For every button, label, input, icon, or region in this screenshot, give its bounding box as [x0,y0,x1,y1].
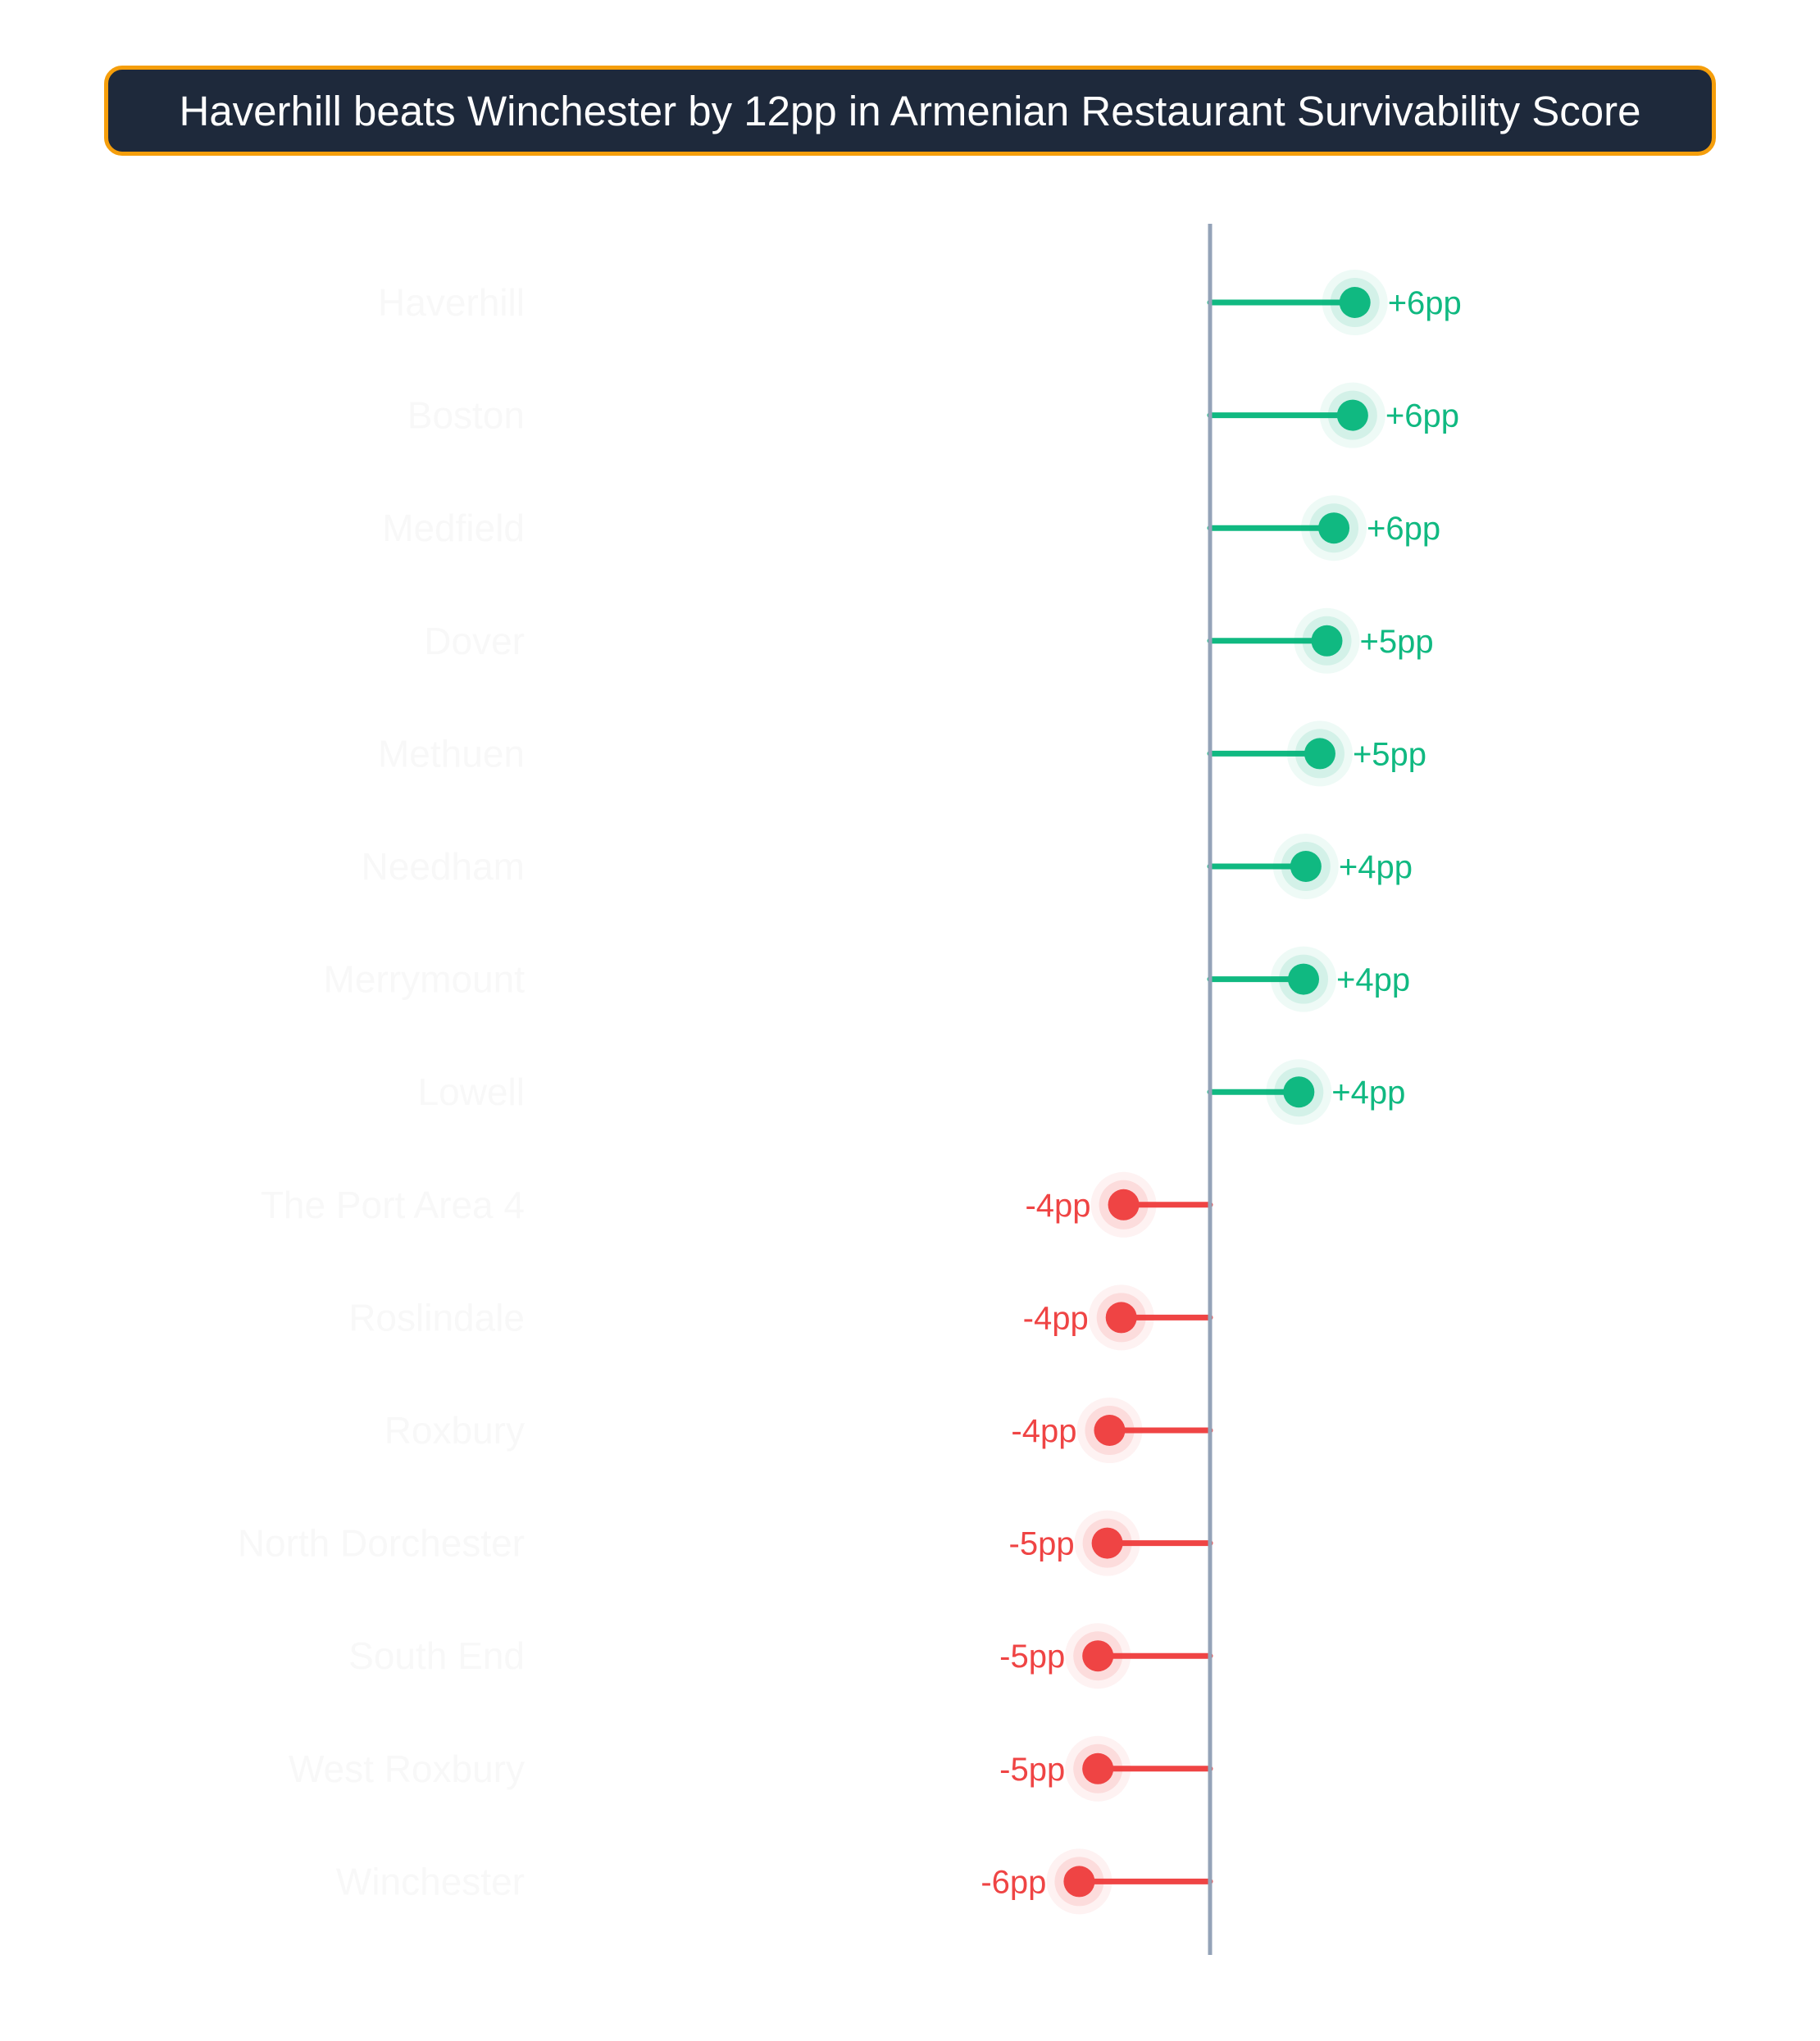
category-label: Needham [362,845,525,888]
lollipop-dot [1311,625,1343,657]
value-label: -4pp [1023,1300,1089,1336]
lollipop-dot [1082,1752,1114,1784]
category-label: Roslindale [348,1296,525,1339]
category-label: West Roxbury [289,1748,525,1790]
value-label: -5pp [999,1639,1065,1675]
value-label: +5pp [1353,736,1426,772]
lollipop-dot [1094,1415,1126,1446]
category-label: Roxbury [384,1409,525,1452]
value-label: -5pp [999,1752,1065,1788]
category-label: South End [348,1634,525,1677]
lollipop-dot [1304,738,1335,770]
lollipop-dot [1082,1640,1114,1672]
category-label: The Port Area 4 [261,1184,525,1226]
value-label: +6pp [1367,511,1440,547]
lollipop-dot [1108,1189,1140,1221]
category-label: Winchester [336,1860,525,1902]
chart-title-box: Haverhill beats Winchester by 12pp in Ar… [104,66,1716,156]
category-label: Boston [407,394,525,437]
value-label: +4pp [1336,962,1410,998]
category-label: Merrymount [324,958,526,1001]
lollipop-dot [1283,1076,1315,1108]
value-label: -6pp [981,1864,1046,1900]
lollipop-dot [1336,399,1368,431]
lollipop-dot [1288,963,1319,995]
value-label: +6pp [1385,398,1459,434]
value-label: +4pp [1339,849,1413,885]
category-label: Lowell [418,1071,525,1113]
category-label: North Dorchester [238,1522,525,1565]
lollipop-dot [1290,851,1322,882]
category-label: Methuen [378,732,525,775]
lollipop-dot [1091,1527,1123,1559]
chart-title: Haverhill beats Winchester by 12pp in Ar… [179,87,1641,134]
lollipop-dot [1318,512,1350,544]
value-label: -5pp [1009,1526,1075,1562]
category-label: Haverhill [378,281,525,324]
category-label: Medfield [382,507,525,549]
value-label: +4pp [1331,1075,1405,1111]
value-label: -4pp [1011,1413,1076,1449]
value-label: +6pp [1388,285,1462,321]
value-label: +5pp [1360,624,1434,660]
value-label: -4pp [1025,1188,1090,1224]
lollipop-dot [1063,1866,1095,1898]
category-label: Dover [424,620,525,662]
lollipop-dot [1105,1302,1137,1334]
lollipop-dot [1339,287,1371,318]
